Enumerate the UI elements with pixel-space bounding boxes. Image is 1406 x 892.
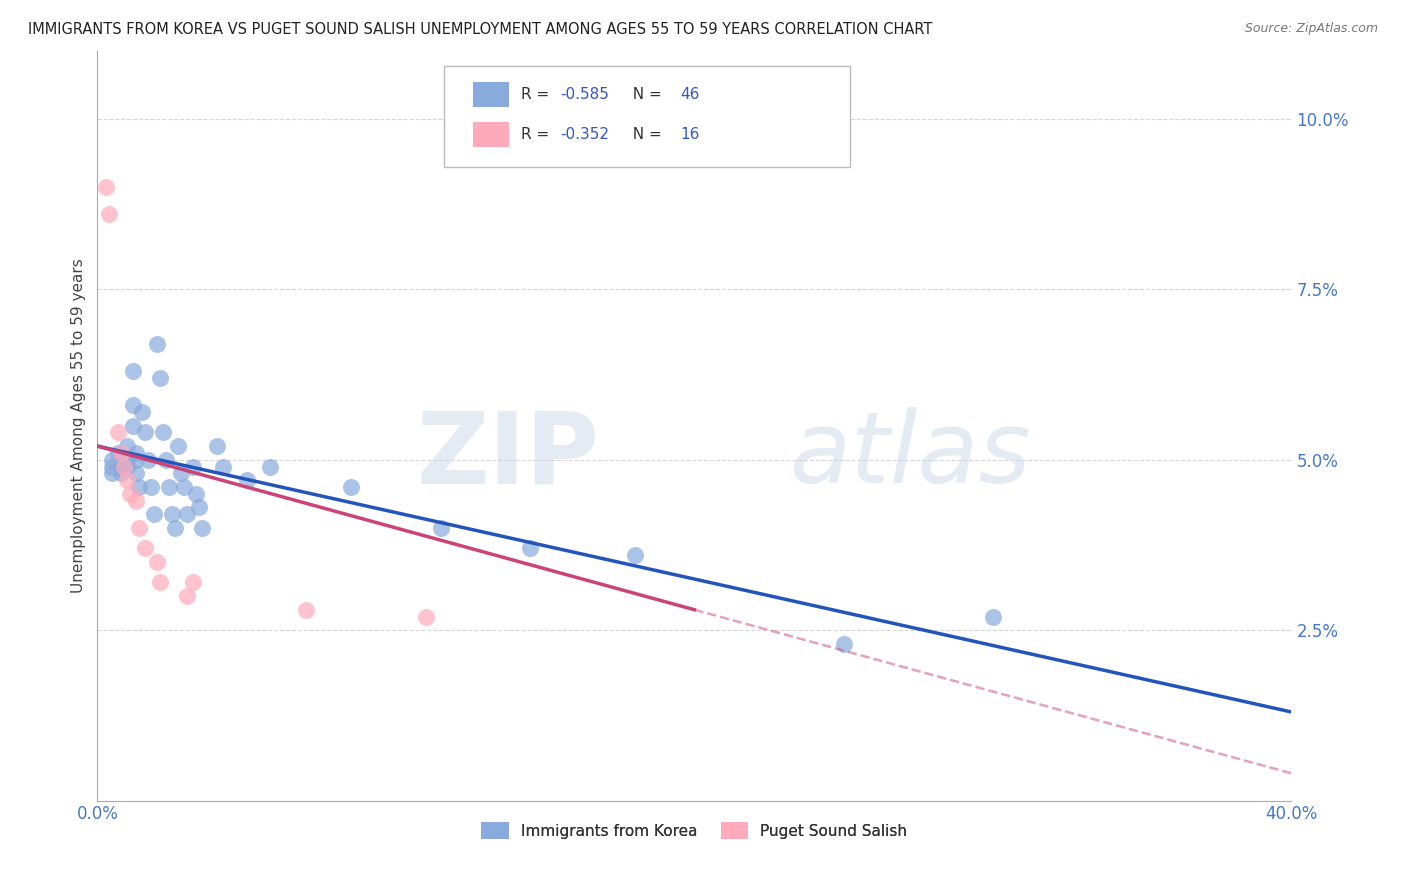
Point [519, 541, 541, 556]
Point [98, 207, 121, 221]
Point [149, 575, 172, 590]
Point [152, 425, 174, 440]
Point [120, 487, 142, 501]
Point [167, 439, 190, 453]
Point [110, 467, 132, 481]
Point [415, 609, 437, 624]
Point [115, 473, 138, 487]
Text: N =: N = [623, 128, 666, 142]
Point [110, 446, 132, 460]
Point [173, 480, 195, 494]
Point [115, 439, 138, 453]
Point [181, 575, 204, 590]
Point [181, 459, 204, 474]
Point [176, 508, 198, 522]
Point [107, 425, 129, 440]
Point [101, 459, 124, 474]
Point [115, 459, 138, 474]
Text: Source: ZipAtlas.com: Source: ZipAtlas.com [1244, 22, 1378, 36]
Point [128, 480, 150, 494]
Point [125, 467, 148, 481]
Text: R =: R = [522, 87, 554, 102]
Text: -0.352: -0.352 [561, 128, 610, 142]
Point [235, 473, 257, 487]
Point [134, 425, 156, 440]
Point [155, 452, 177, 467]
Text: R =: R = [522, 128, 554, 142]
Text: N =: N = [623, 87, 666, 102]
Point [340, 480, 363, 494]
Point [125, 452, 148, 467]
Point [149, 371, 172, 385]
Point [125, 493, 148, 508]
Point [205, 439, 228, 453]
Point [170, 467, 193, 481]
FancyBboxPatch shape [474, 82, 509, 107]
Point [96, 180, 118, 194]
Point [981, 609, 1004, 624]
Point [122, 364, 145, 378]
Point [160, 508, 183, 522]
Point [176, 589, 198, 603]
Point [107, 446, 129, 460]
Text: 16: 16 [681, 128, 699, 142]
Point [187, 500, 209, 515]
Point [191, 521, 214, 535]
Point [184, 487, 207, 501]
Point [832, 637, 855, 651]
Point [101, 452, 124, 467]
Point [125, 446, 148, 460]
Point [211, 459, 233, 474]
Point [157, 480, 180, 494]
Point [259, 459, 281, 474]
Point [163, 521, 186, 535]
Point [134, 541, 156, 556]
Point [429, 521, 451, 535]
Point [110, 459, 132, 474]
Point [146, 336, 169, 351]
Point [128, 521, 150, 535]
FancyBboxPatch shape [474, 122, 509, 146]
Text: atlas: atlas [790, 407, 1032, 504]
Y-axis label: Unemployment Among Ages 55 to 59 years: Unemployment Among Ages 55 to 59 years [72, 259, 86, 593]
FancyBboxPatch shape [444, 66, 849, 167]
Point [623, 548, 645, 562]
Text: ZIP: ZIP [416, 407, 599, 504]
Legend: Immigrants from Korea, Puget Sound Salish: Immigrants from Korea, Puget Sound Salis… [475, 815, 914, 846]
Point [112, 459, 135, 474]
Text: IMMIGRANTS FROM KOREA VS PUGET SOUND SALISH UNEMPLOYMENT AMONG AGES 55 TO 59 YEA: IMMIGRANTS FROM KOREA VS PUGET SOUND SAL… [28, 22, 932, 37]
Point [101, 467, 124, 481]
Text: 46: 46 [681, 87, 699, 102]
Point [146, 555, 169, 569]
Point [136, 452, 159, 467]
Point [139, 480, 162, 494]
Point [115, 452, 138, 467]
Text: -0.585: -0.585 [561, 87, 610, 102]
Point [122, 398, 145, 412]
Point [131, 405, 153, 419]
Point [295, 603, 318, 617]
Point [122, 418, 145, 433]
Point [143, 508, 166, 522]
